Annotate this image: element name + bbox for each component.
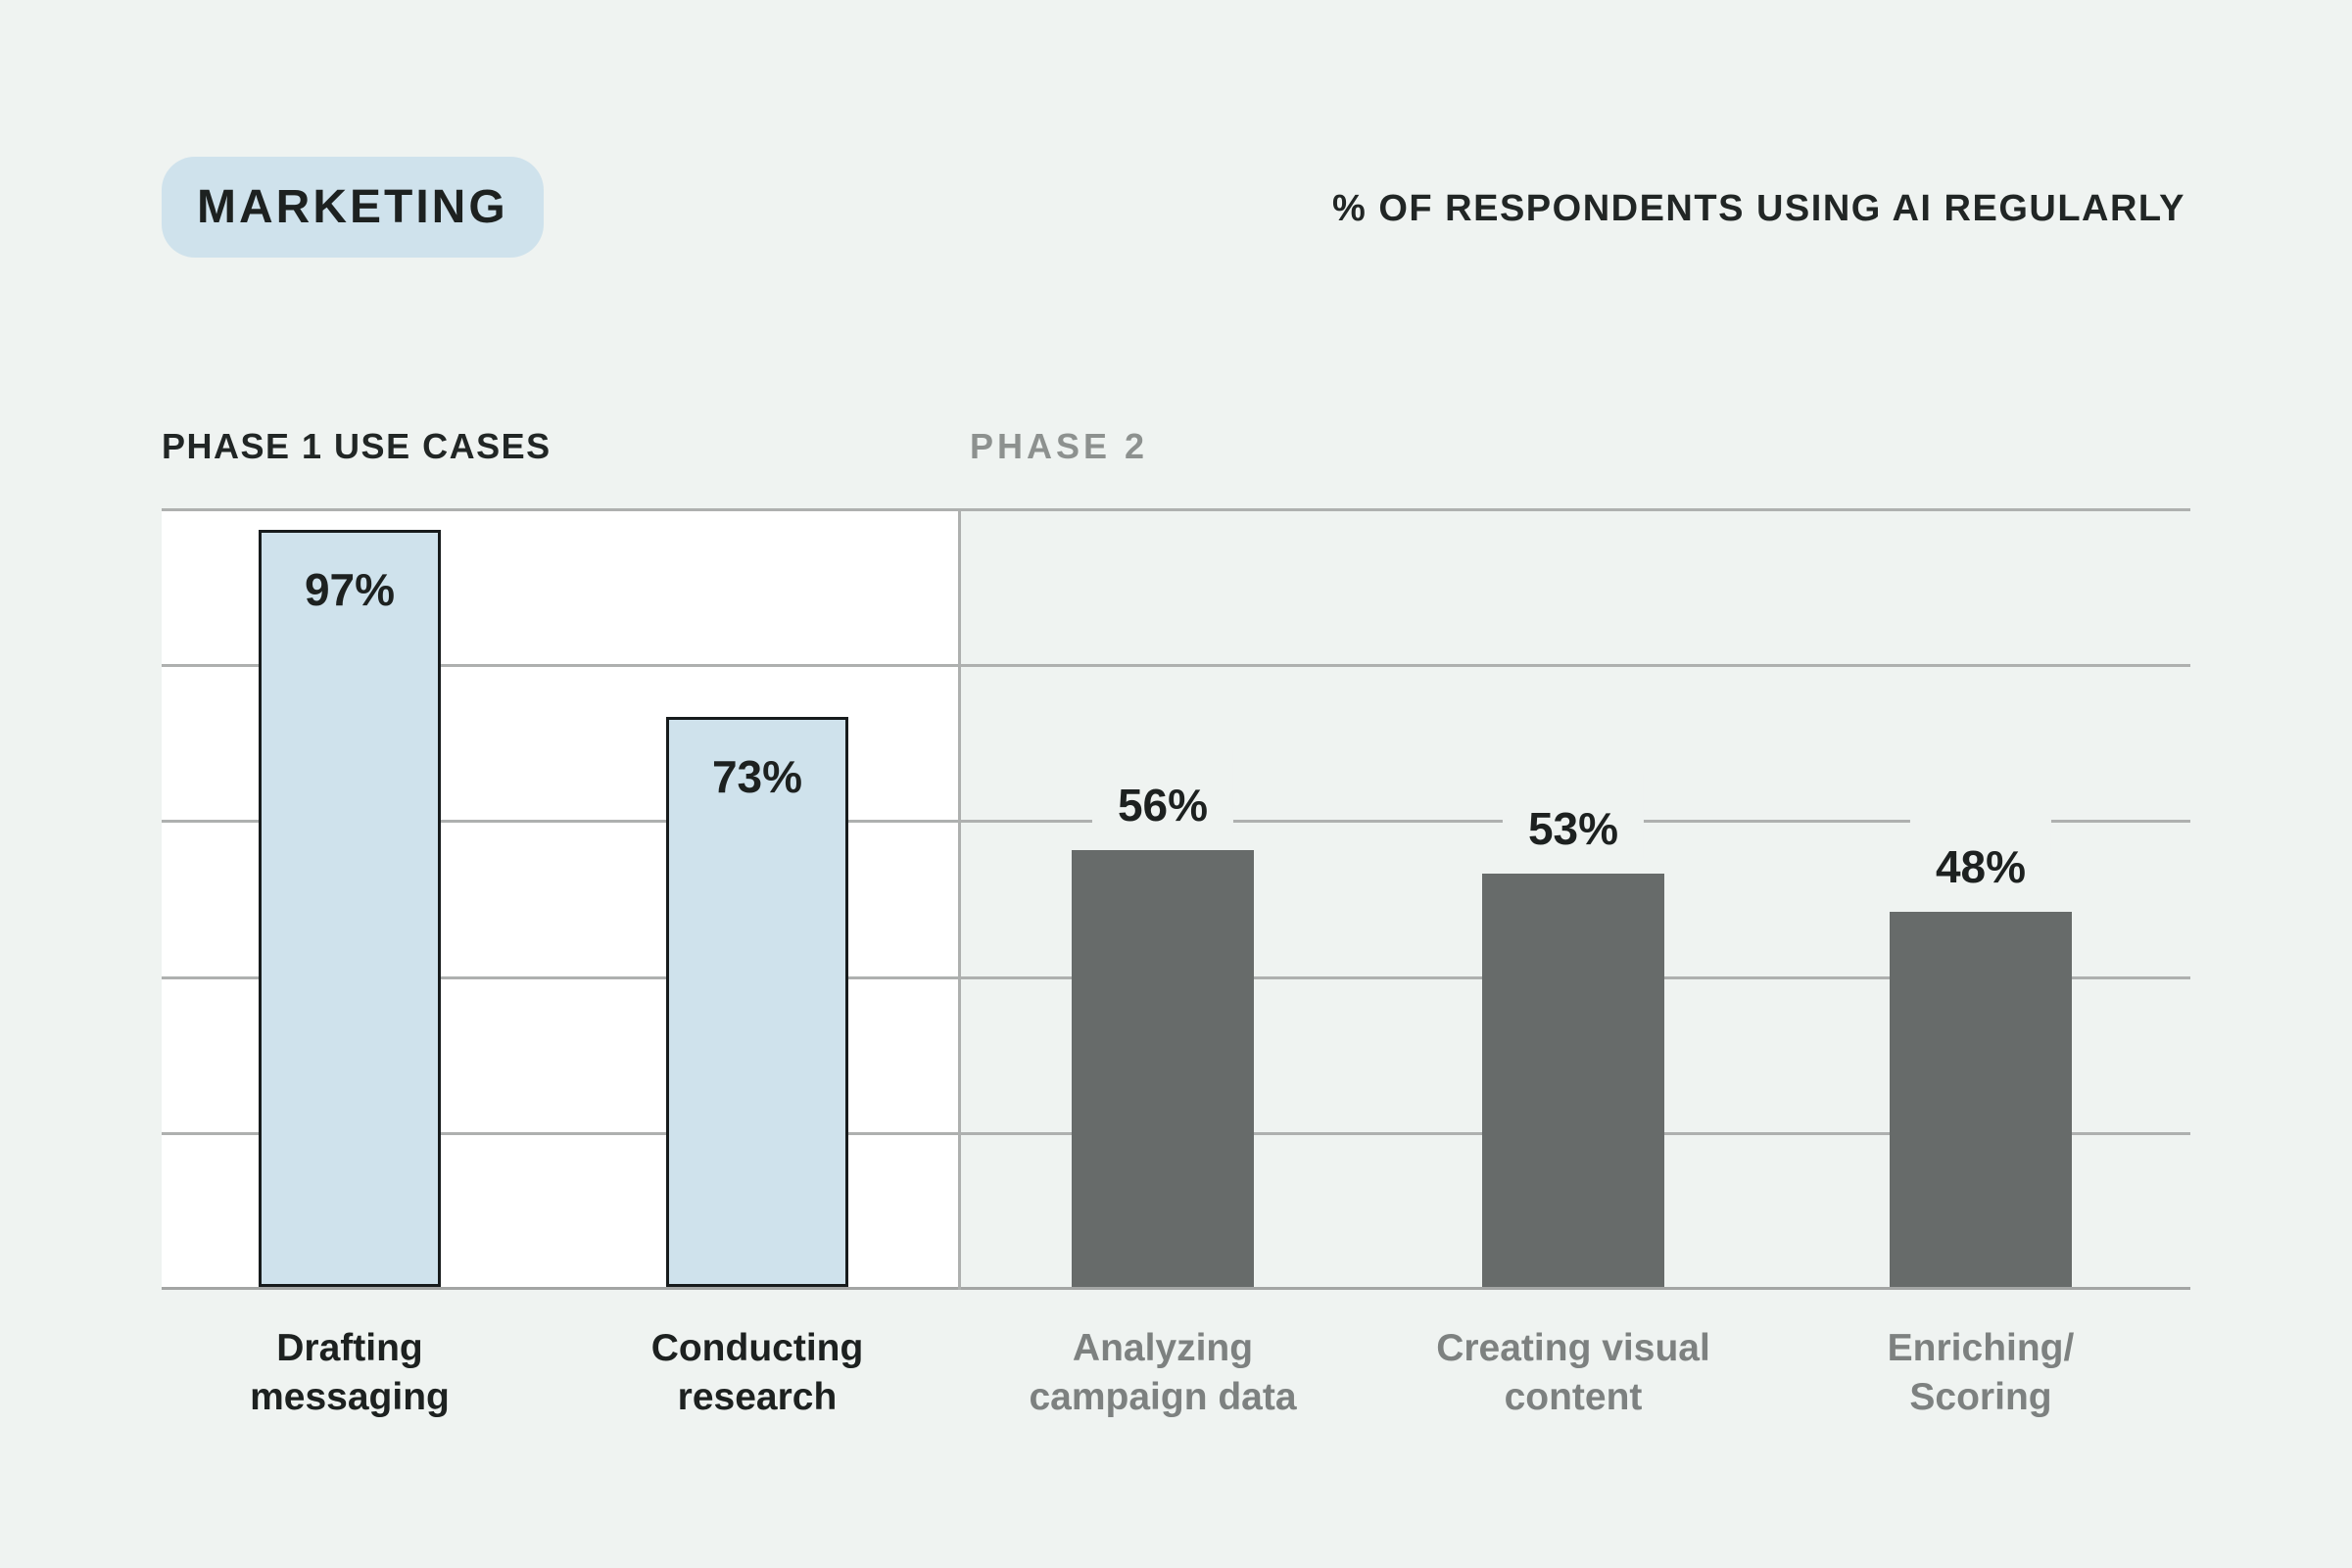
phase-divider-line: [958, 509, 961, 1290]
bar-value-label: 73%: [711, 751, 803, 803]
bar-value-label: 97%: [304, 563, 396, 615]
category-label-line: research: [677, 1376, 838, 1418]
marketing-badge: MARKETING: [162, 157, 544, 258]
category-label-line: Scoring: [1909, 1376, 2052, 1418]
category-label-line: campaign data: [1029, 1376, 1297, 1418]
category-label-line: Analyzing: [1072, 1327, 1254, 1369]
x-axis-baseline: [162, 1287, 2190, 1290]
bar-chart: 97% 73% 56% 53% 48% Drafting messaging C…: [162, 508, 2190, 1418]
bar-analyzing-campaign-data: 56%: [1072, 749, 1254, 1287]
bar-enriching-scoring: 48%: [1890, 812, 2072, 1287]
category-label-line: Conducting: [650, 1327, 864, 1369]
category-label-line: content: [1504, 1376, 1643, 1418]
category-label-creating-visual-content: Creating visual content: [1436, 1324, 1710, 1422]
gridline-100pct: [162, 508, 2190, 511]
category-label-line: Creating visual: [1436, 1327, 1710, 1369]
phase2-section-header: PHASE 2: [970, 426, 1149, 466]
category-label-line: Drafting: [276, 1327, 423, 1369]
bar-value-label: 53%: [1502, 773, 1645, 858]
bar-creating-visual-content: 53%: [1482, 773, 1664, 1287]
category-label-enriching-scoring: Enriching/ Scoring: [1888, 1324, 2075, 1422]
category-label-analyzing-campaign-data: Analyzing campaign data: [1029, 1324, 1296, 1422]
phase1-section-header: PHASE 1 USE CASES: [162, 426, 552, 466]
bar-value-label: 56%: [1091, 749, 1234, 834]
category-label-conducting-research: Conducting research: [651, 1324, 864, 1422]
chart-title: % OF RESPONDENTS USING AI REGULARLY: [1331, 188, 2185, 229]
bar-drafting-messaging: 97%: [259, 529, 441, 1287]
category-label-line: Enriching/: [1887, 1327, 2075, 1369]
category-label-drafting-messaging: Drafting messaging: [250, 1324, 450, 1422]
gridline-80pct: [162, 664, 2190, 667]
bar-conducting-research: 73%: [666, 717, 848, 1287]
bar-value-label: 48%: [1909, 812, 2052, 897]
category-label-line: messaging: [250, 1376, 450, 1418]
